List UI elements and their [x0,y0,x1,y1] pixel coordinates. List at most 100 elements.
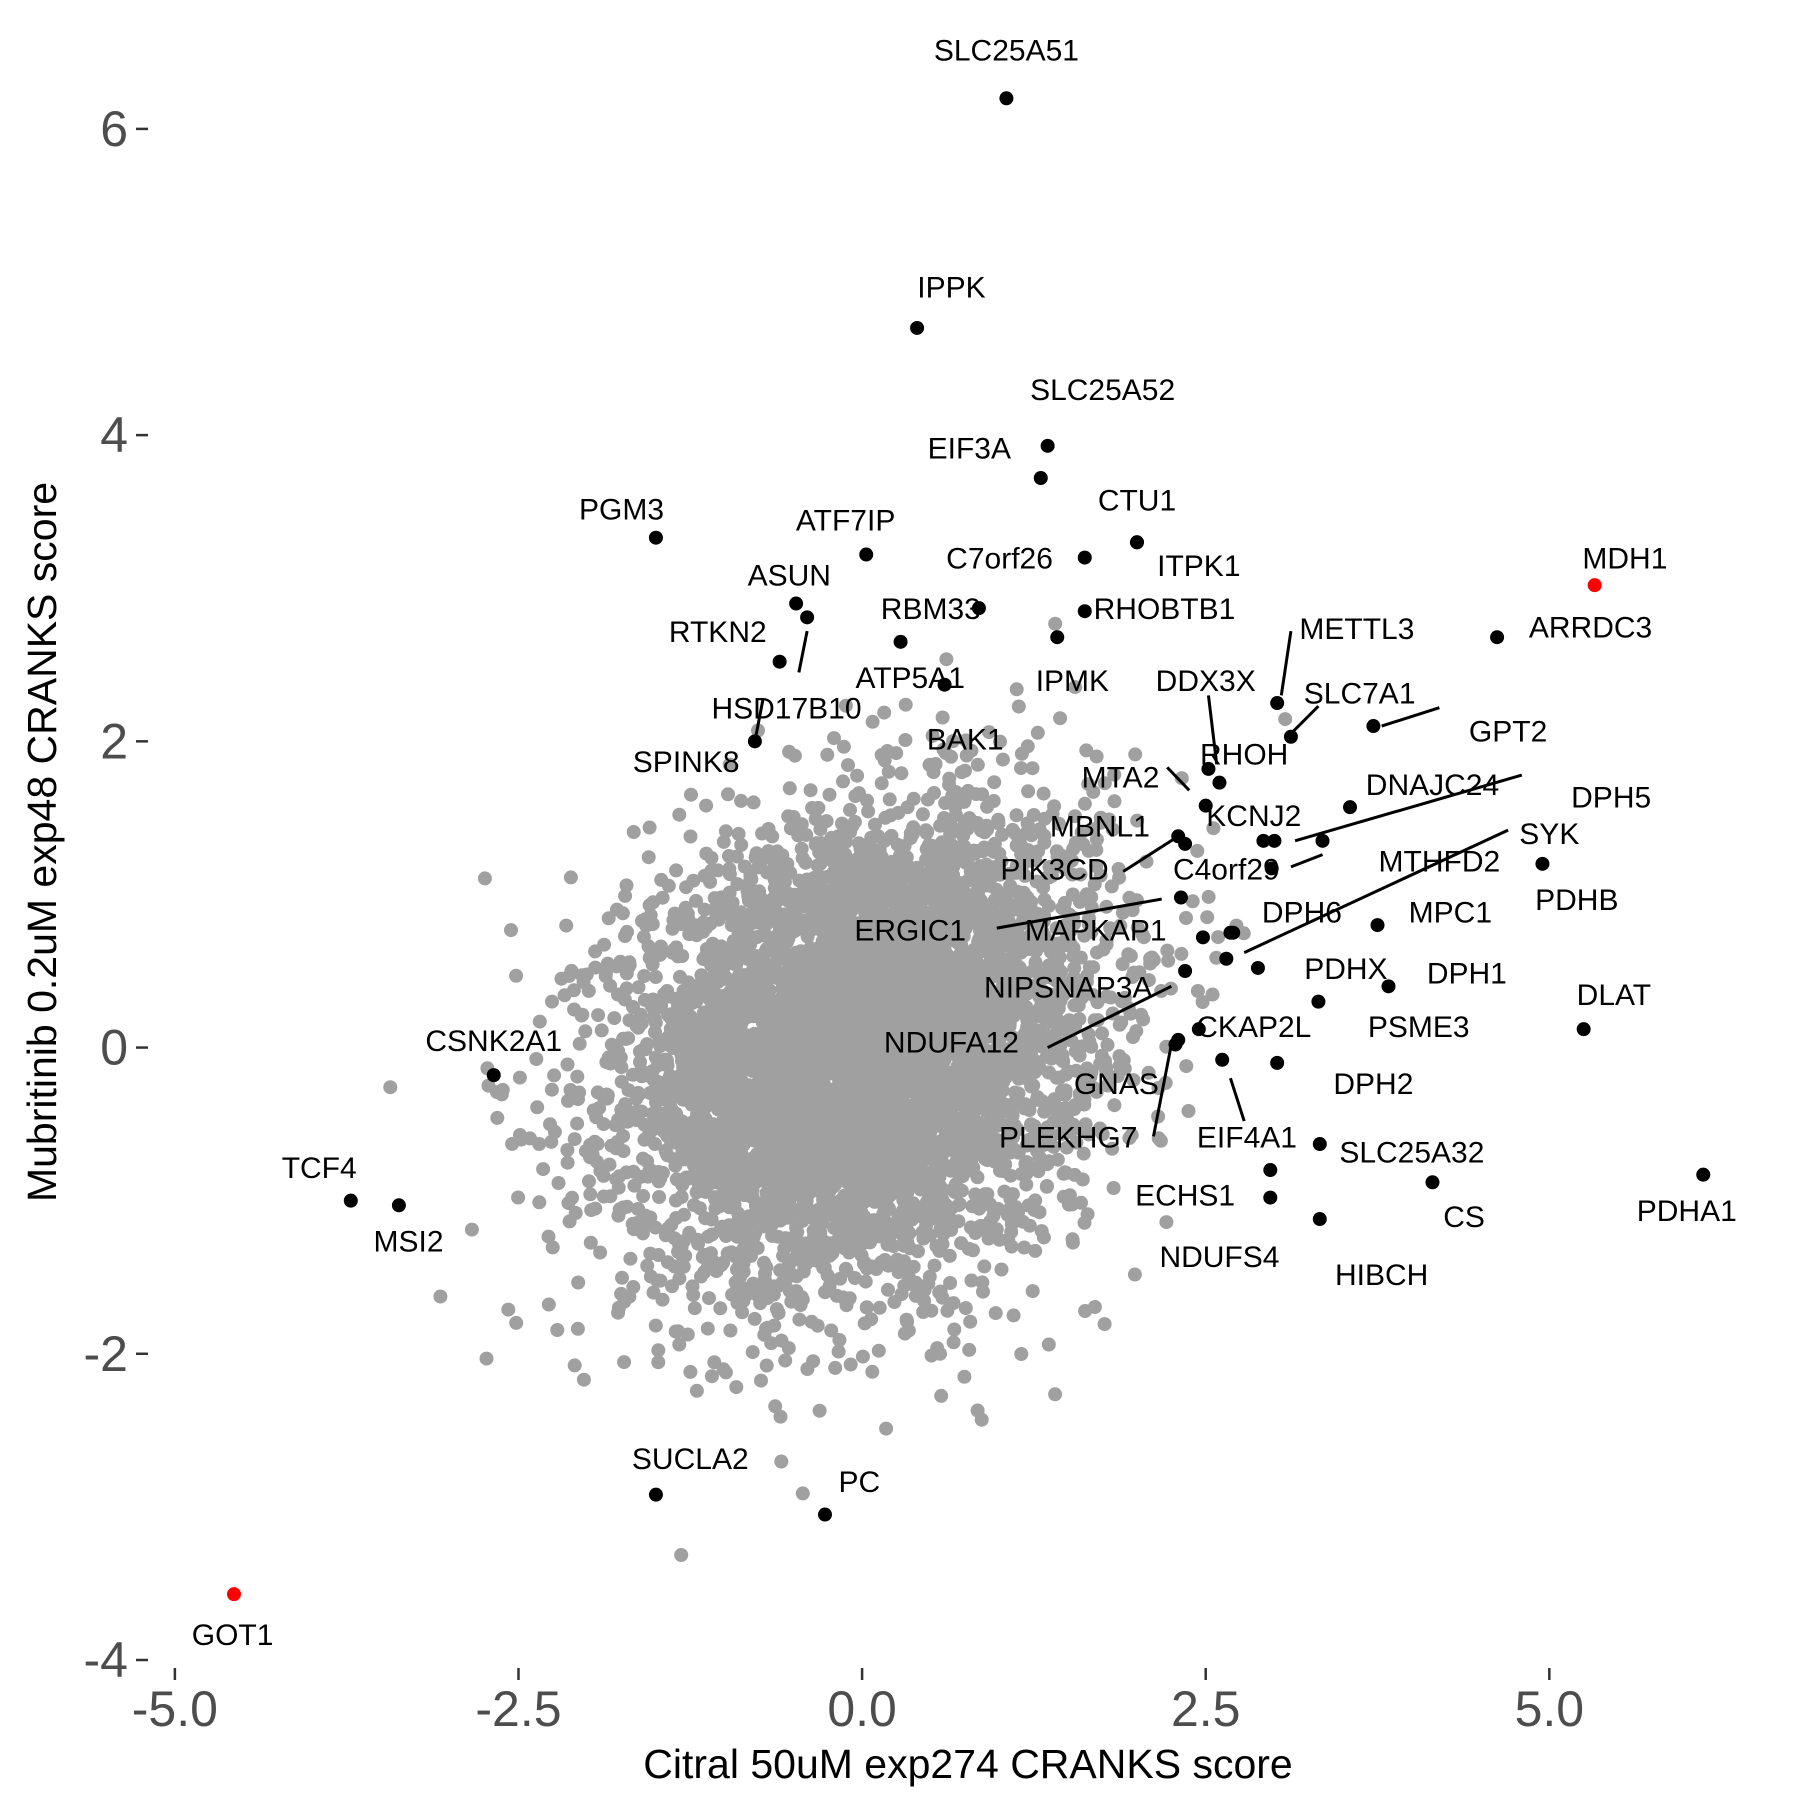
cloud-point [1161,953,1176,968]
cloud-point [640,1258,655,1273]
cloud-point [1011,699,1026,714]
cloud-point [746,795,761,810]
cloud-point [697,1247,712,1262]
cloud-point [1036,786,1051,801]
cloud-point [1179,1059,1194,1074]
cloud-point [582,1174,596,1189]
cloud-point [843,802,857,817]
cloud-point [683,829,698,844]
cloud-point [602,1157,617,1172]
cloud-point [881,764,896,779]
cloud-point [836,739,851,754]
cloud-point [551,1176,566,1190]
cloud-point [1050,955,1065,970]
cloud-point [958,1301,973,1316]
cloud-point [718,824,733,839]
cloud-point [947,1322,962,1337]
cloud-point [925,728,940,743]
cloud-point [704,851,719,865]
cloud-point [680,1327,695,1342]
cloud-point [771,1229,785,1244]
cloud-point [1065,1232,1080,1247]
cloud-point [1019,1177,1034,1192]
cloud-point [730,1295,745,1310]
cloud-point [1021,784,1036,799]
cloud-point [915,807,930,822]
cloud-point [1127,1267,1142,1282]
cloud-point [1153,1133,1168,1148]
cloud-point [636,1151,650,1166]
cloud-point [1079,743,1094,758]
cloud-point [541,1229,556,1244]
cloud-point [1097,776,1112,791]
cloud-point [651,1343,666,1358]
cloud-point [745,1345,760,1360]
cloud-point [614,1286,629,1301]
cloud-point [1100,1037,1115,1052]
cloud-point [916,1305,931,1319]
cloud-point [626,825,641,839]
cloud-point [1141,973,1156,988]
cloud-point [988,1306,1003,1321]
cloud-point [509,968,524,983]
cloud-point [822,787,837,802]
cloud-point [668,1324,683,1339]
cloud-point [781,1341,796,1356]
cloud-point [1126,1073,1141,1088]
cloud-point [615,1270,629,1285]
cloud-point [944,837,959,852]
cloud-point [654,872,669,887]
cloud-point [880,744,895,758]
cloud-point [1116,1053,1131,1068]
cloud-point [855,1349,870,1364]
cloud-point [727,1197,742,1212]
cloud-point [583,1187,598,1202]
cloud-point [479,1351,494,1366]
cloud-point [857,1316,872,1331]
cloud-point [729,849,744,864]
cloud-point [720,1246,735,1261]
cloud-point [838,1261,853,1276]
cloud-point [687,1301,702,1316]
cloud-point [754,1373,768,1388]
cloud-point [781,809,796,824]
cloud-point [713,1301,728,1316]
cloud-point [882,792,897,807]
cloud-point [689,1383,704,1398]
cloud-point [532,1014,547,1029]
cloud-point [868,817,882,832]
cloud-point [674,1239,689,1254]
cloud-point [567,1132,582,1147]
cloud-point [702,1291,716,1306]
cloud-point [697,1265,712,1280]
cloud-point [676,1259,691,1274]
cloud-point [631,980,646,995]
cloud-point [836,1290,851,1305]
cloud-point [987,775,1002,790]
cloud-point [971,1220,986,1235]
cloud-point [383,1080,398,1095]
cloud-point [1053,711,1068,726]
cloud-point [617,1355,632,1370]
cloud-point [629,1019,644,1033]
cloud-point [544,1082,559,1097]
cloud-point [1050,1024,1065,1039]
cloud-point [560,1143,575,1157]
cloud-point [557,988,572,1003]
cloud-point [820,747,835,762]
cloud-point [979,818,994,833]
cloud-point [648,970,663,984]
cloud-point [1209,950,1224,965]
cloud-point [962,1342,977,1357]
cloud-point [641,850,656,865]
cloud-point [1048,1387,1063,1402]
cloud-point [1141,1065,1156,1080]
cloud-point [560,1057,575,1072]
cloud-point [1095,1026,1109,1041]
cloud-point [570,1321,585,1336]
cloud-point [747,1311,762,1326]
cloud-point [578,1024,593,1039]
cloud-point [627,1178,642,1193]
cloud-point [751,908,766,923]
cloud-point [935,710,950,725]
